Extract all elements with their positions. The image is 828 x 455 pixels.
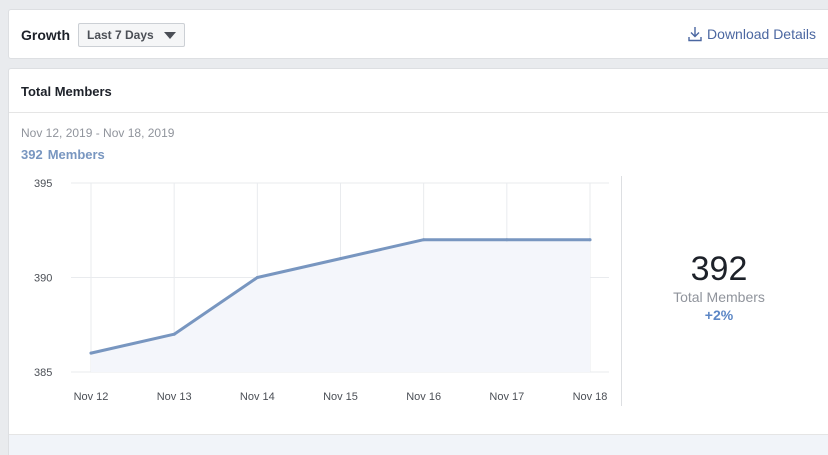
summary-panel: 392 Total Members +2% (649, 249, 789, 324)
members-chart: 395 390 385 Nov 12 Nov 13 Nov 14 Nov 15 Nov 16 N… (34, 178, 609, 403)
total-members-card: Total Members Nov 12, 2019 - Nov 18, 201… (8, 68, 828, 455)
x-tick-label: Nov 16 (406, 391, 441, 403)
download-details-link[interactable]: Download Details (688, 26, 816, 42)
x-tick-label: Nov 15 (323, 391, 358, 403)
growth-header: Growth Last 7 Days Download Details (8, 9, 828, 59)
download-details-label: Download Details (707, 26, 816, 42)
summary-label: Total Members (673, 289, 765, 305)
member-count: 392 Members (21, 147, 105, 162)
x-tick-label: Nov 18 (573, 391, 608, 403)
x-tick-label: Nov 14 (240, 391, 275, 403)
summary-value: 392 (690, 250, 748, 288)
x-tick-label: Nov 17 (489, 391, 524, 403)
download-icon (688, 27, 702, 42)
y-tick-label: 390 (34, 273, 52, 285)
card-divider (9, 112, 828, 113)
data-point (89, 351, 93, 355)
growth-title: Growth (21, 27, 70, 43)
data-point (422, 238, 426, 242)
member-count-value: 392 (21, 147, 43, 162)
member-count-unit: Members (47, 147, 105, 162)
data-point (172, 332, 176, 336)
date-range-text: Nov 12, 2019 - Nov 18, 2019 (21, 126, 175, 140)
data-point (339, 257, 342, 261)
x-tick-label: Nov 12 (74, 391, 109, 403)
date-range-dropdown[interactable]: Last 7 Days (78, 23, 185, 47)
date-range-selected: Last 7 Days (87, 28, 154, 42)
bottom-band (9, 434, 828, 455)
card-title: Total Members (21, 84, 112, 99)
series-area (91, 239, 590, 372)
data-point (255, 276, 259, 279)
summary-change: +2% (704, 307, 734, 323)
x-tick-label: Nov 13 (157, 391, 192, 403)
caret-down-icon (163, 32, 176, 39)
chart-separator (621, 176, 622, 406)
data-point (588, 238, 592, 242)
y-tick-label: 395 (34, 178, 52, 190)
y-tick-label: 385 (34, 367, 52, 379)
data-point (505, 238, 509, 242)
